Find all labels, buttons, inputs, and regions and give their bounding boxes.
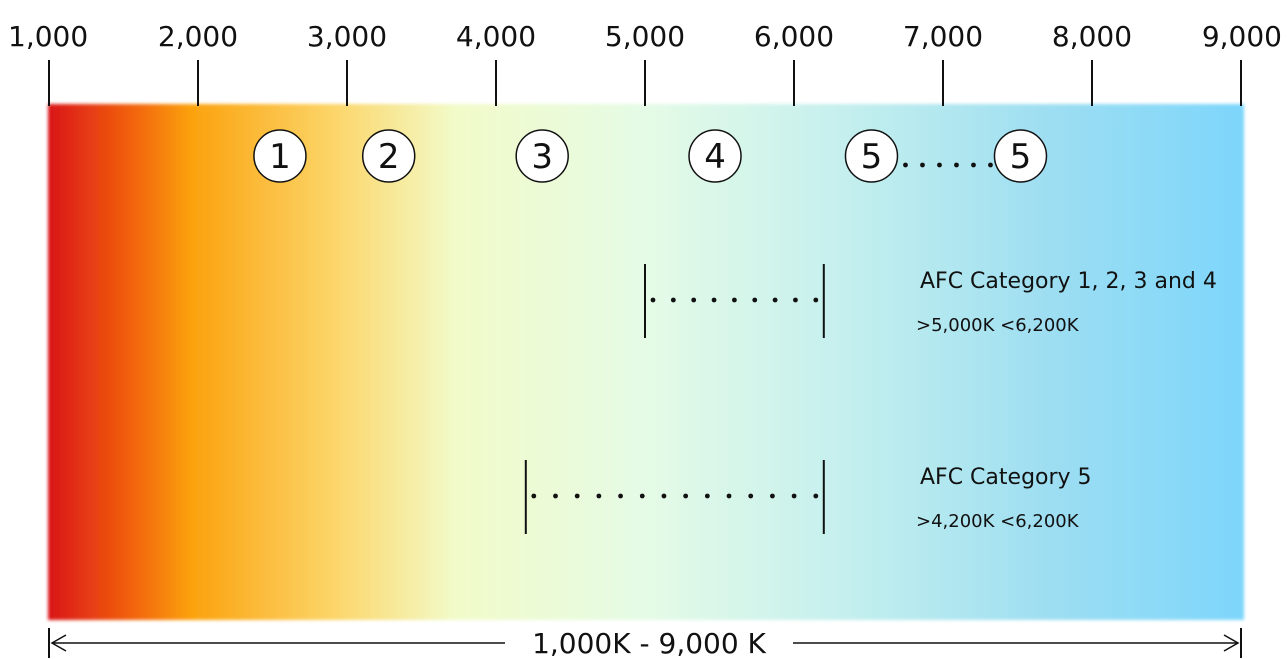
badge-connector-dot (920, 162, 925, 168)
range-dot (793, 297, 798, 303)
scale-tick-label: 5,000 (605, 20, 685, 53)
category-badge (361, 129, 416, 183)
badge-connector-dot (971, 162, 976, 168)
range-dot (574, 493, 580, 499)
range-dot (813, 493, 819, 499)
range-dot (639, 493, 645, 499)
range-dot (748, 493, 754, 499)
scale-tick-label: 8,000 (1052, 20, 1132, 53)
range-dot (770, 493, 775, 499)
range-dot (726, 493, 732, 499)
category-range-text: >4,200K <6,200K (916, 511, 1080, 532)
category-badge-number: 4 (704, 137, 726, 177)
range-dot (691, 297, 697, 303)
category-title: AFC Category 5 (920, 465, 1092, 490)
scale-tick-label: 7,000 (903, 20, 983, 53)
range-dot (772, 297, 778, 303)
category-badge (253, 129, 307, 183)
color-temperature-gradient-bar (48, 104, 1244, 620)
badge-connector-dot (937, 162, 942, 168)
range-dot (661, 493, 667, 499)
scale-tick-label: 4,000 (456, 20, 536, 53)
range-dot (752, 297, 758, 303)
span-arrow-left (50, 634, 67, 652)
category-title: AFC Category 1, 2, 3 and 4 (920, 269, 1217, 294)
scale-tick-label: 2,000 (158, 20, 238, 53)
badge-connector-dot (954, 162, 959, 168)
category-badges: 1 2 3 4 5 5 (253, 129, 1048, 183)
range-dot (670, 297, 676, 303)
category-badge-number: 3 (531, 137, 553, 177)
range-dot (596, 493, 602, 499)
span-label: 1,000K - 9,000 K (532, 627, 766, 659)
kelvin-scale: 1,000 2,000 3,000 4,000 5,000 6,000 7,000 8,000… (8, 20, 1282, 106)
category-badge-number: 5 (1010, 137, 1032, 177)
range-dot (531, 493, 537, 499)
scale-tick-label: 9,000 (1202, 20, 1282, 53)
span-indicator: 1,000K - 9,000 K (48, 627, 1242, 659)
category-badge-number: 2 (378, 137, 400, 177)
range-dot (791, 493, 797, 499)
badge-connector-dot (988, 162, 993, 168)
category-badge (993, 129, 1048, 183)
range-dot (683, 493, 689, 499)
scale-tick-label: 6,000 (754, 20, 834, 53)
category-range-text: >5,000K <6,200K (916, 315, 1080, 336)
range-dot (553, 493, 558, 499)
span-arrow-right (1223, 634, 1240, 652)
range-dot (711, 297, 717, 303)
category-badge (688, 129, 742, 183)
category-badge (844, 129, 899, 183)
range-dot (704, 493, 710, 499)
scale-tick-label: 1,000 (8, 20, 88, 53)
category-badge-number: 5 (861, 137, 883, 177)
scale-tick-label: 3,000 (307, 20, 387, 53)
badge-connector-dot (903, 162, 908, 168)
category-badge (515, 129, 569, 183)
range-dot (650, 297, 656, 303)
category-badge-number: 1 (269, 137, 291, 177)
range-dot (813, 297, 819, 303)
category-ranges: AFC Category 1, 2, 3 and 4 >5,000K <6,200… (524, 264, 1217, 534)
range-dot (732, 297, 737, 303)
range-dot (618, 493, 623, 499)
